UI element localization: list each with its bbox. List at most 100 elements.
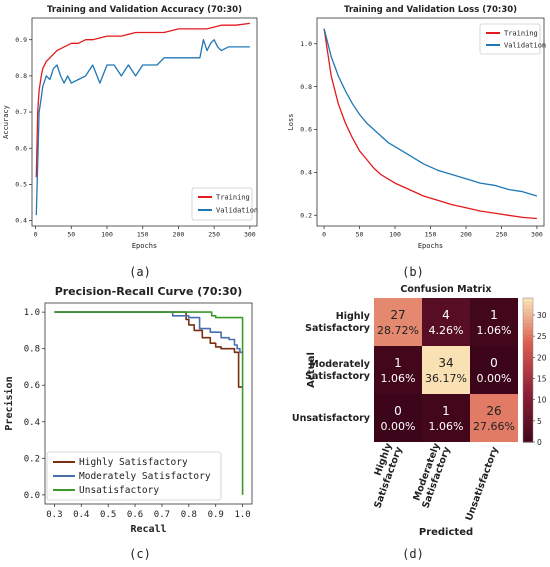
cell-percent: 36.17% [425,372,467,385]
colorbar-segment [523,308,533,313]
y-tick-label: 1.0 [300,40,312,48]
row-label: Satisfactory [305,371,371,382]
row-label: Highly [336,311,371,322]
colorbar-segment [523,341,533,346]
x-tick-label: 0.3 [46,510,62,520]
colorbar-segment [523,406,533,411]
x-tick-label: 0.8 [181,510,197,520]
y-tick-label: 1.0 [24,308,40,318]
x-axis-label: Epochs [132,242,157,250]
colorbar-segment [523,355,533,360]
x-tick-label: 200 [173,231,185,239]
colorbar-segment [523,413,533,418]
y-tick-label: 0.9 [15,36,27,44]
heatmap-cell [422,394,470,442]
cell-percent: 27.66% [473,420,515,433]
chart-title: Training and Validation Accuracy (70:30) [47,5,242,15]
series-line-validation [323,28,538,197]
panel-caption: (b) [402,265,424,279]
y-tick-label: 0.4 [15,217,27,225]
colorbar-segment [523,391,533,396]
colorbar-segment [523,427,533,432]
colorbar-tick-label: 30 [537,311,547,320]
colorbar-segment [523,416,533,421]
heatmap-cell [470,346,518,394]
x-axis-label: Predicted [419,527,473,538]
y-tick-label: 0.0 [24,491,40,501]
colorbar-frame [522,297,534,443]
x-tick-label: 150 [137,231,149,239]
y-tick-label: 0.8 [300,83,312,91]
x-tick-label: 150 [425,231,437,239]
y-tick-label: 0.4 [300,169,312,177]
x-axis-label: Recall [130,524,166,535]
heatmap-cell [422,298,470,346]
x-tick-label: 0.9 [208,510,224,520]
cell-count: 1 [394,356,402,370]
legend-label: Highly Satisfactory [79,457,188,468]
colorbar-segment [523,420,533,425]
x-tick-label: 0 [34,231,38,239]
heatmap-cell [422,346,470,394]
y-tick-label: 0.8 [15,72,27,80]
heatmap-cell [374,298,422,346]
colorbar-segment [523,352,533,357]
panel-caption: (d) [402,547,424,561]
x-tick-label: 0.5 [100,510,116,520]
colorbar-segment [523,334,533,339]
cell-count: 0 [490,356,498,370]
chart-4: Confusion Matrix 27 28.72% 4 4.26% 1 1.06% 1 1.0… [292,284,547,538]
x-tick-label: 0 [322,231,326,239]
colorbar-segment [523,359,533,364]
cell-percent: 1.06% [381,372,416,385]
x-tick-label: 0.7 [154,510,170,520]
x-tick-label: 50 [67,231,75,239]
y-tick-label: 0.7 [15,108,27,116]
series-line-moderately-satisfactory [54,311,244,355]
y-tick-label: 0.2 [300,211,312,219]
colorbar-segment [523,434,533,439]
colorbar-segment [523,370,533,375]
column-label-text: Unsatisfactory [464,445,501,523]
colorbar-segment [523,326,533,331]
panel-caption: (c) [129,547,151,561]
y-axis-label: Actual [306,352,317,388]
colorbar-segment [523,388,533,393]
colorbar-segment [523,330,533,335]
x-tick-label: 1.0 [234,510,250,520]
x-tick-label: 300 [531,231,543,239]
y-axis-label: Loss [287,114,295,131]
colorbar-segment [523,398,533,403]
legend: Training Validation [191,187,258,221]
legend-box [46,451,222,501]
colorbar-segment [523,424,533,429]
cell-count: 4 [442,308,450,322]
colorbar-segment [523,384,533,389]
colorbar-segment [523,316,533,321]
panel-caption: (a) [129,265,151,279]
y-tick-label: 0.4 [24,418,40,428]
colorbar-segment [523,305,533,310]
colorbar-segment [523,301,533,306]
x-tick-label: 250 [496,231,508,239]
cell-count: 1 [490,308,498,322]
legend-label: Unsatisfactory [79,485,159,496]
series-line-training [35,22,250,178]
cell-percent: 1.06% [429,420,464,433]
legend-label: Training [504,29,538,37]
colorbar-segment [523,402,533,407]
chart-3: Precision-Recall Curve (70:30) 0.3 0.4 0.5 0… [3,285,253,535]
colorbar-segment [523,298,533,303]
colorbar-segment [523,431,533,436]
heatmap-cell [470,298,518,346]
colorbar-segment [523,344,533,349]
cell-count: 27 [390,308,405,322]
row-label: Moderately [309,359,371,370]
colorbar-tick-label: 25 [537,332,547,341]
row-label: Unsatisfactory [292,413,371,424]
heatmap-cell [374,394,422,442]
colorbar-segment [523,377,533,382]
x-axis-label: Epochs [418,242,443,250]
